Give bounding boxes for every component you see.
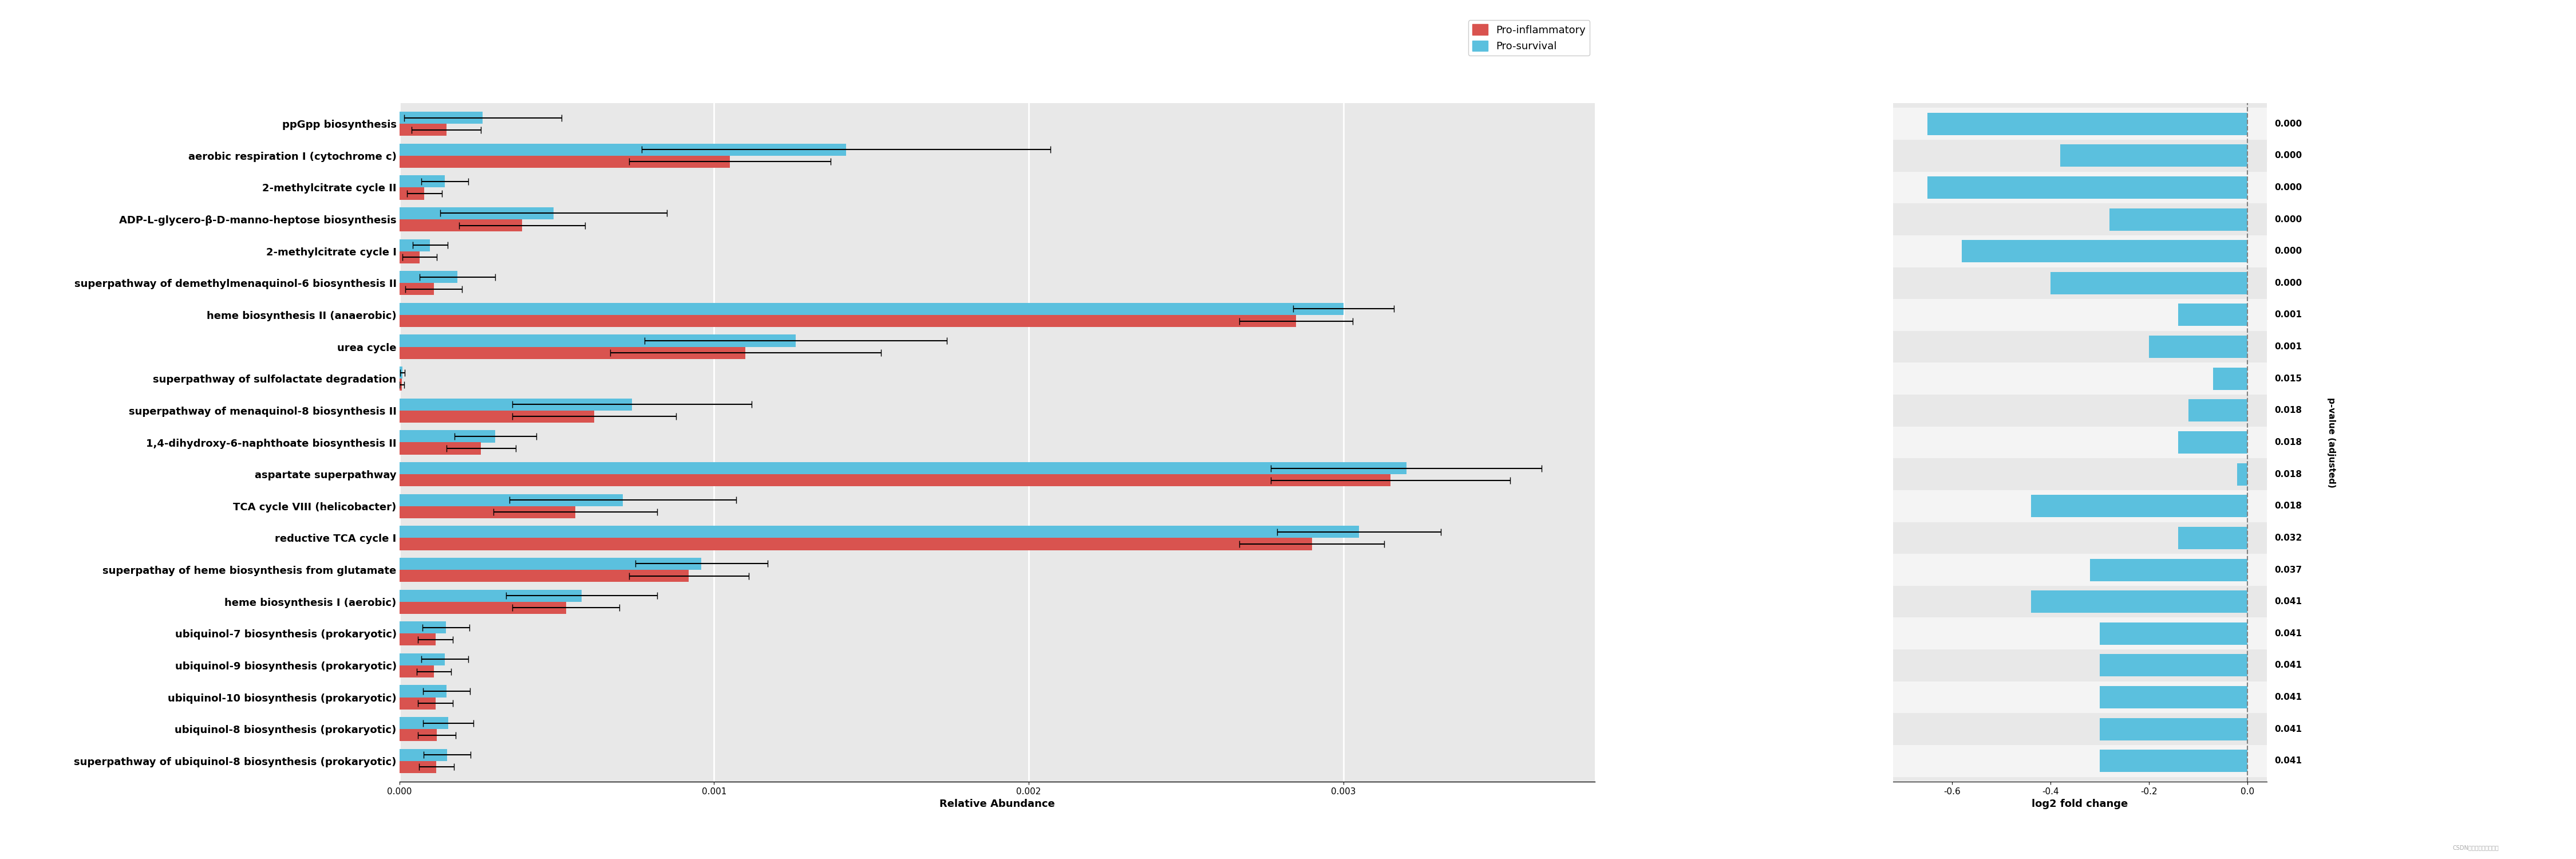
Bar: [399, 538, 1311, 550]
Text: 0.041: 0.041: [2275, 757, 2303, 765]
Bar: [2187, 399, 2246, 422]
Bar: [399, 124, 446, 136]
Text: 0.041: 0.041: [2275, 693, 2303, 702]
Bar: [399, 187, 425, 199]
Bar: [2099, 718, 2246, 740]
Bar: [399, 601, 567, 614]
Bar: [399, 303, 1342, 315]
Bar: [399, 219, 523, 231]
Bar: [2148, 336, 2246, 358]
Bar: [2239, 463, 2246, 485]
Bar: [1893, 554, 2267, 586]
Text: 0.041: 0.041: [2275, 630, 2303, 638]
Bar: [2179, 431, 2246, 454]
Bar: [1893, 362, 2267, 394]
Bar: [2179, 304, 2246, 326]
Bar: [2099, 623, 2246, 645]
Text: 0.000: 0.000: [2275, 119, 2303, 128]
Text: 0.018: 0.018: [2275, 502, 2303, 510]
Bar: [399, 335, 796, 347]
Bar: [399, 347, 744, 359]
Bar: [399, 442, 482, 454]
Text: 0.000: 0.000: [2275, 279, 2303, 288]
Bar: [399, 557, 701, 570]
Bar: [2030, 590, 2246, 612]
Text: 0.037: 0.037: [2275, 565, 2303, 574]
Bar: [1927, 113, 2246, 135]
Bar: [399, 283, 433, 295]
Bar: [1963, 240, 2246, 262]
Text: 0.001: 0.001: [2275, 343, 2303, 351]
Bar: [399, 207, 554, 219]
Bar: [399, 570, 688, 582]
Bar: [399, 621, 446, 634]
Text: 0.018: 0.018: [2275, 406, 2303, 415]
Bar: [1893, 618, 2267, 649]
Text: 0.032: 0.032: [2275, 533, 2303, 542]
Bar: [1893, 108, 2267, 140]
Bar: [2089, 558, 2246, 581]
Bar: [399, 239, 430, 251]
Text: 0.000: 0.000: [2275, 151, 2303, 160]
Text: CSDN统计语数据分析服务: CSDN统计语数据分析服务: [2452, 844, 2499, 850]
Bar: [2179, 527, 2246, 549]
Bar: [399, 698, 435, 710]
Bar: [1927, 176, 2246, 198]
Bar: [1893, 681, 2267, 713]
X-axis label: log2 fold change: log2 fold change: [2032, 799, 2128, 809]
Bar: [2099, 686, 2246, 709]
Text: 0.000: 0.000: [2275, 215, 2303, 223]
Bar: [2213, 368, 2246, 390]
Text: 0.041: 0.041: [2275, 661, 2303, 670]
Bar: [399, 175, 446, 187]
Text: 0.015: 0.015: [2275, 375, 2303, 383]
Bar: [399, 749, 448, 761]
Bar: [2050, 272, 2246, 295]
Bar: [399, 399, 631, 411]
Bar: [2061, 144, 2246, 167]
Bar: [399, 112, 482, 124]
Bar: [2110, 208, 2246, 230]
Bar: [1893, 299, 2267, 331]
Bar: [399, 526, 1360, 538]
Bar: [399, 462, 1406, 474]
Text: 0.000: 0.000: [2275, 183, 2303, 192]
Text: 0.041: 0.041: [2275, 725, 2303, 734]
Bar: [399, 430, 495, 442]
Bar: [399, 634, 435, 646]
Text: 0.001: 0.001: [2275, 311, 2303, 320]
Bar: [1893, 745, 2267, 777]
Legend: Pro-inflammatory, Pro-survival: Pro-inflammatory, Pro-survival: [1468, 20, 1589, 56]
Bar: [399, 589, 582, 601]
Bar: [399, 729, 438, 741]
Bar: [399, 666, 433, 678]
Bar: [399, 717, 448, 729]
Bar: [2030, 495, 2246, 517]
Bar: [399, 474, 1391, 486]
Bar: [1893, 172, 2267, 204]
Bar: [399, 367, 402, 379]
Text: 0.018: 0.018: [2275, 470, 2303, 478]
Bar: [1893, 235, 2267, 267]
Bar: [399, 506, 574, 518]
Bar: [399, 761, 435, 773]
Bar: [399, 155, 729, 168]
Text: 0.018: 0.018: [2275, 438, 2303, 447]
Bar: [399, 494, 623, 506]
Bar: [399, 143, 845, 155]
Bar: [399, 315, 1296, 327]
Text: 0.041: 0.041: [2275, 597, 2303, 606]
Bar: [1893, 426, 2267, 459]
Bar: [399, 251, 420, 264]
Bar: [1893, 490, 2267, 522]
Bar: [399, 654, 446, 666]
Text: p-value (adjusted): p-value (adjusted): [2326, 397, 2336, 488]
Text: 0.000: 0.000: [2275, 247, 2303, 255]
Bar: [399, 411, 595, 423]
Bar: [399, 685, 446, 698]
Bar: [399, 271, 459, 283]
X-axis label: Relative Abundance: Relative Abundance: [940, 799, 1056, 809]
Bar: [2099, 750, 2246, 772]
Bar: [2099, 655, 2246, 677]
